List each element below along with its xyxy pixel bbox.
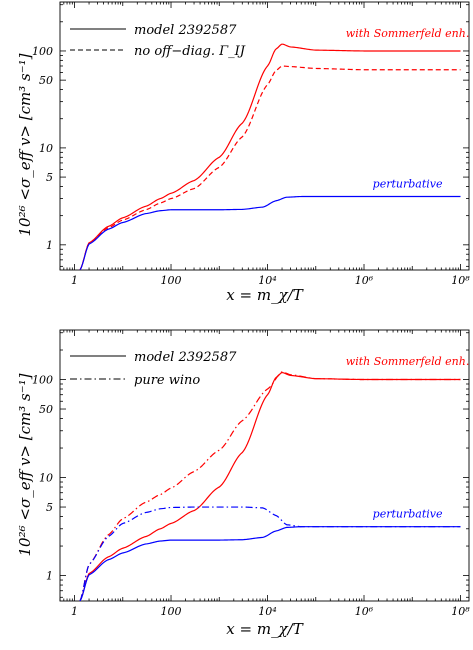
x-tick-label: 1 [71,274,78,287]
y-tick-label: 1 [46,239,53,252]
x-tick-label: 10⁸ [451,274,470,287]
y-tick-label: 50 [39,403,53,416]
y-tick-label: 100 [32,374,53,387]
legend-label: pure wino [134,373,200,388]
y-tick-label: 50 [39,74,53,87]
x-tick-label: 100 [161,274,182,287]
legend-label: no off−diag. Γ_IJ [134,44,246,59]
y-tick-label: 10 [39,472,53,485]
x-tick-label: 10⁴ [258,605,276,618]
series-line-2 [79,65,461,270]
x-tick-label: 10⁶ [355,274,374,287]
curve-annotation: with Sommerfeld enh. [346,355,470,368]
curve-annotation: perturbative [373,178,443,191]
y-tick-label: 5 [46,171,53,184]
y-tick-label: 5 [46,501,53,514]
series-line-1 [79,43,461,270]
chart-panel-2: 1 100 10⁴ 10⁶ 10⁸ 1 5 10 50 100 x = m_χ/T 10²⁶ <σ_e… [16,329,470,638]
x-tick-label: 100 [161,605,182,618]
x-axis-label: x = m_χ/T [226,286,303,304]
series-line-3 [79,526,461,601]
curve-annotation: perturbative [373,508,443,521]
chart-panel-1: 1 100 10⁴ 10⁶ 10⁸ 1 5 10 50 100 x = m_χ/T 10²⁶ <σ_e… [16,1,470,304]
x-tick-label: 10⁸ [451,605,470,618]
series-line-1 [79,372,461,601]
series-line-4 [79,506,461,601]
plot-frame [59,1,470,271]
y-tick-label: 100 [32,45,53,58]
y-tick-label: 1 [46,570,53,583]
series-line-3 [79,195,461,270]
curve-annotation: with Sommerfeld enh. [346,27,470,40]
x-tick-label: 10⁶ [355,605,374,618]
x-tick-label: 1 [71,605,78,618]
y-tick-label: 10 [39,142,53,155]
y-axis-label: 10²⁶ <σ_eff v> [cm³ s⁻¹] [16,53,34,236]
x-axis-label: x = m_χ/T [226,620,303,638]
plot-frame [59,329,470,602]
y-axis-label: 10²⁶ <σ_eff v> [cm³ s⁻¹] [16,373,34,556]
legend-label: model 2392587 [134,23,237,38]
x-tick-label: 10⁴ [258,274,276,287]
series-line-2 [79,371,461,601]
legend-label: model 2392587 [134,350,237,365]
